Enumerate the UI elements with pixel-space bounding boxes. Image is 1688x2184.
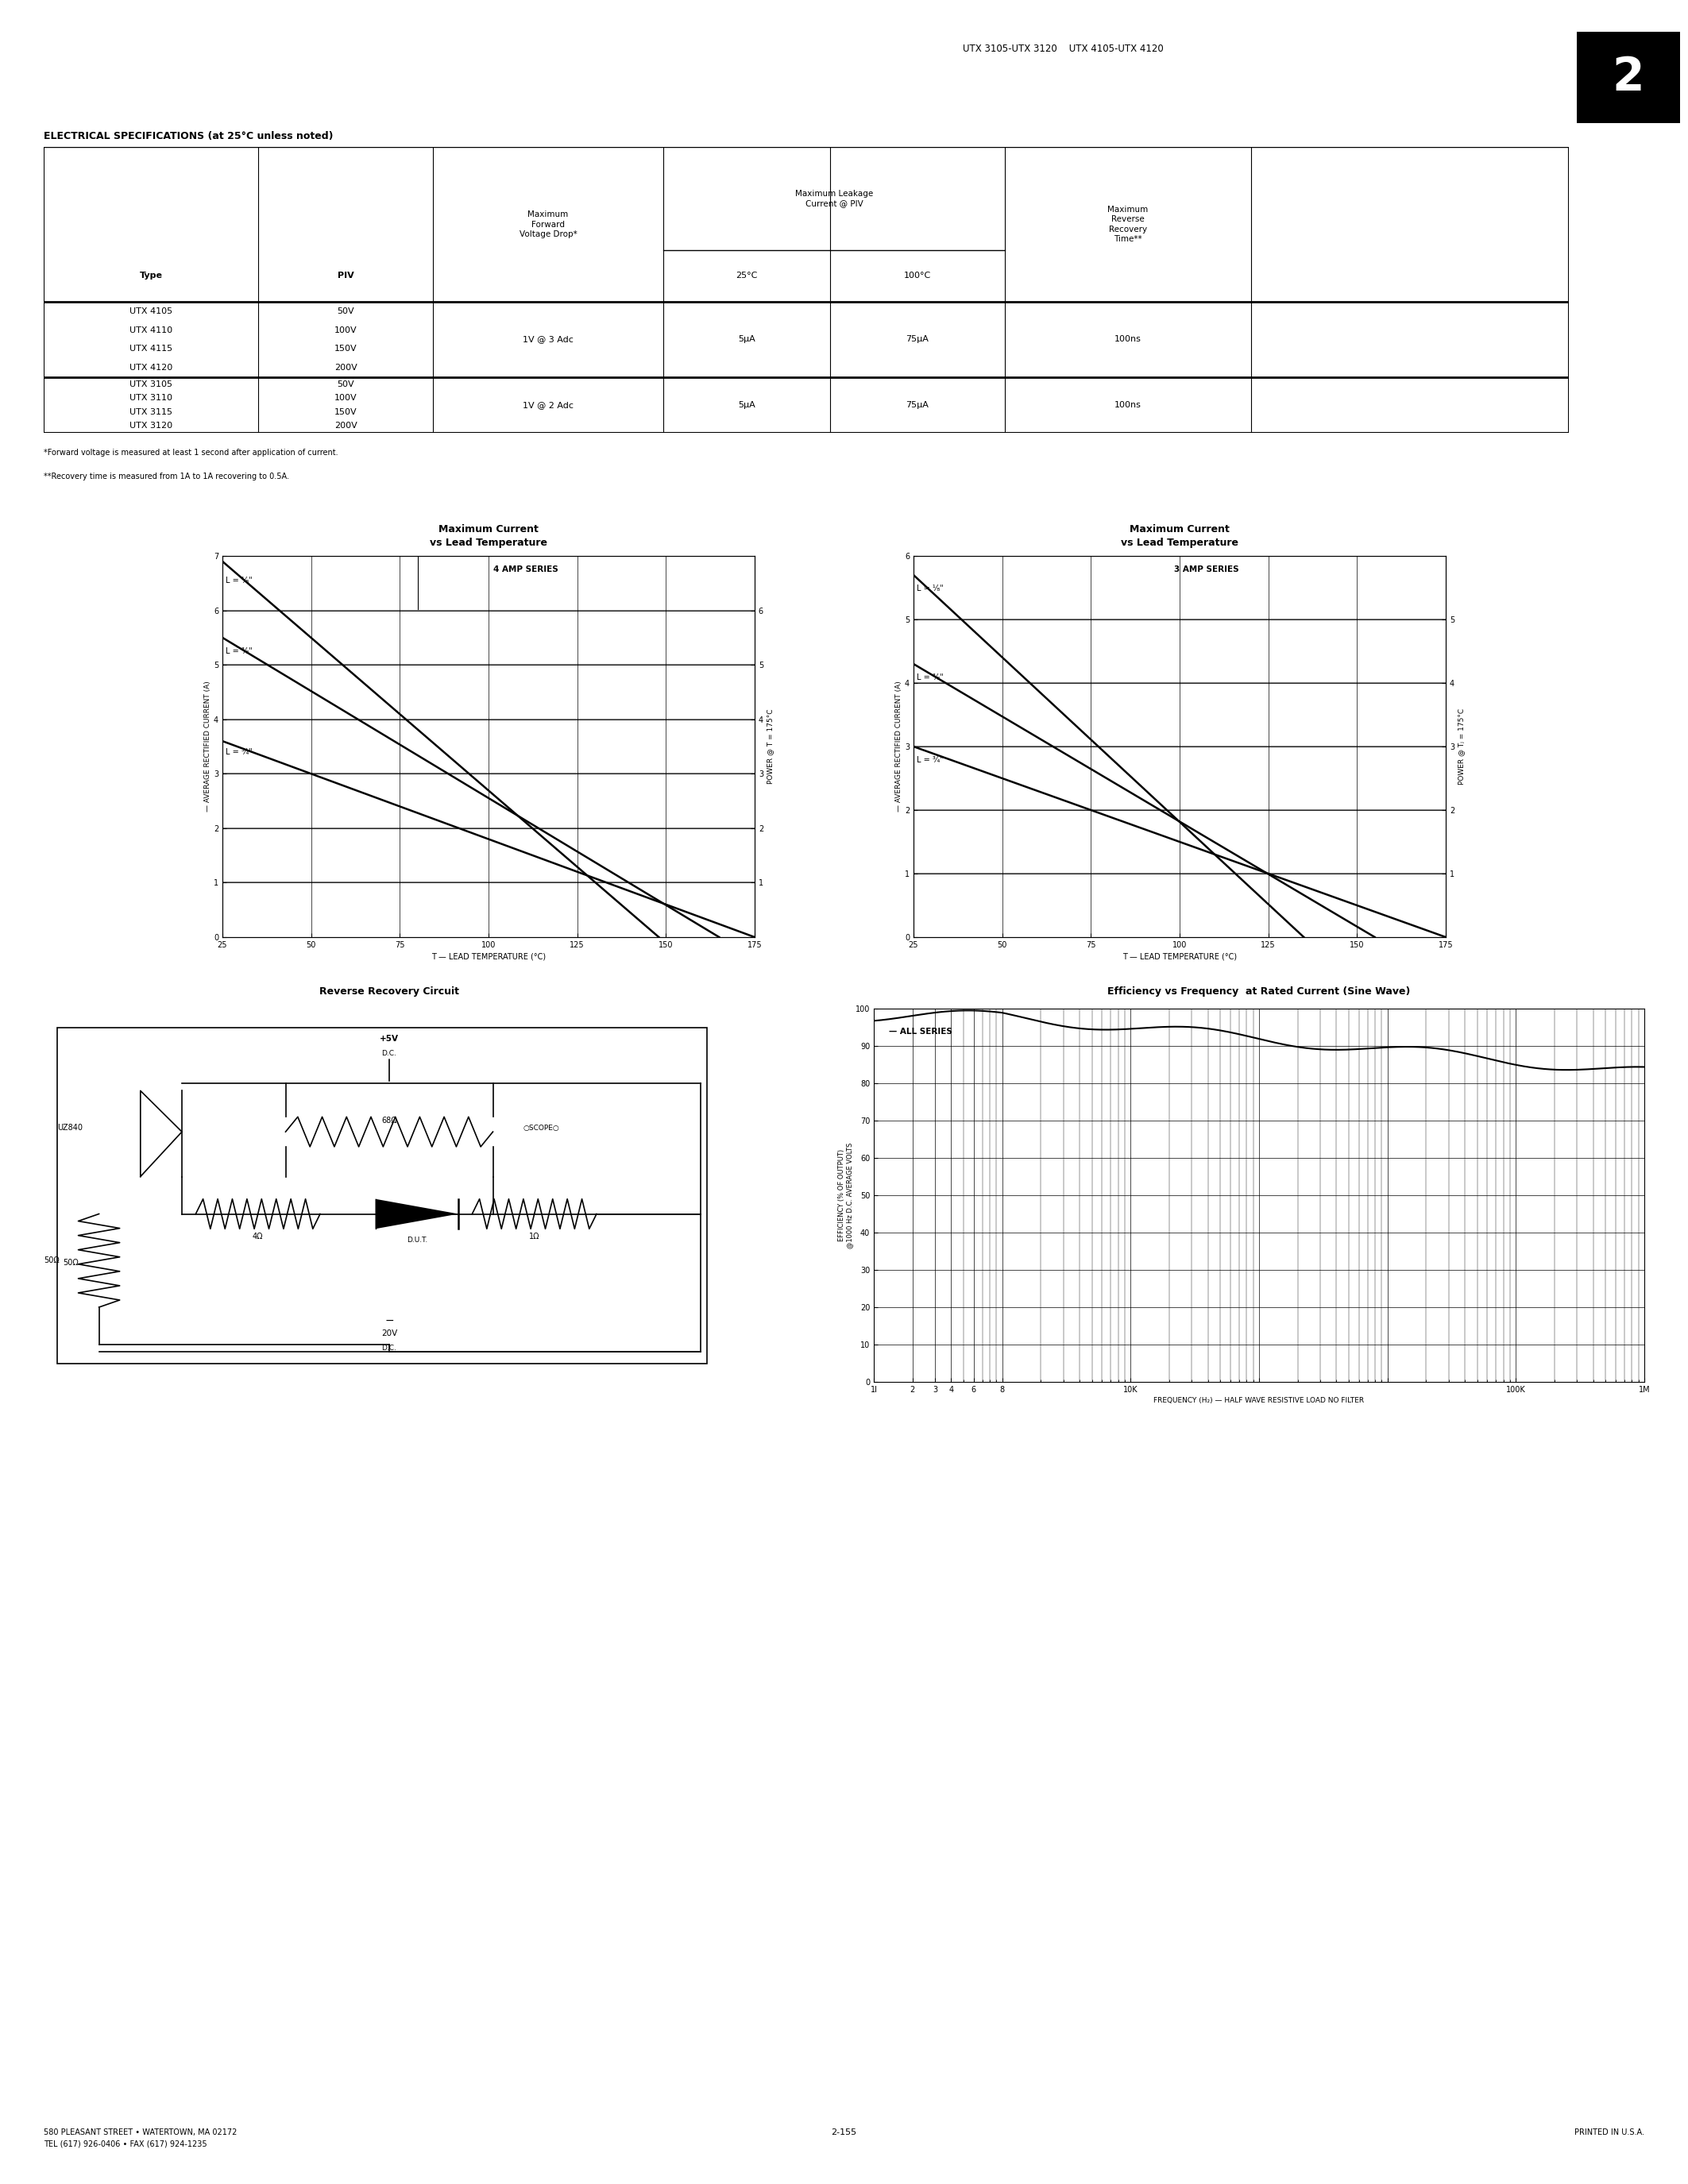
- Text: −: −: [385, 1315, 393, 1326]
- Text: PRINTED IN U.S.A.: PRINTED IN U.S.A.: [1575, 2129, 1644, 2136]
- Text: 75μA: 75μA: [906, 402, 928, 408]
- Y-axis label: EFFICIENCY (% OF OUTPUT)
@1000 Hz D.C. AVERAGE VOLTS: EFFICIENCY (% OF OUTPUT) @1000 Hz D.C. A…: [837, 1142, 852, 1249]
- Text: L = ³⁄₄": L = ³⁄₄": [226, 749, 253, 756]
- Text: 100°C: 100°C: [903, 273, 932, 280]
- Text: 68Ω: 68Ω: [381, 1116, 397, 1125]
- Text: 1V @ 3 Adc: 1V @ 3 Adc: [523, 336, 574, 343]
- Y-axis label: — AVERAGE RECTIFIED CURRENT (A): — AVERAGE RECTIFIED CURRENT (A): [204, 681, 211, 812]
- Text: 100V: 100V: [334, 325, 356, 334]
- Text: L = ¹⁄₈": L = ¹⁄₈": [226, 577, 253, 585]
- Text: UTX 3105-UTX 3120    UTX 4105-UTX 4120: UTX 3105-UTX 3120 UTX 4105-UTX 4120: [964, 44, 1163, 55]
- Text: 50Ω: 50Ω: [44, 1256, 59, 1265]
- Text: ○SCOPE○: ○SCOPE○: [523, 1125, 559, 1131]
- Text: 50V: 50V: [338, 380, 354, 389]
- Text: Maximum Current
vs Lead Temperature: Maximum Current vs Lead Temperature: [430, 524, 547, 548]
- Text: UTX 4110: UTX 4110: [130, 325, 172, 334]
- Text: 100V: 100V: [334, 393, 356, 402]
- Text: L = ³⁄₈": L = ³⁄₈": [226, 649, 253, 655]
- Text: **Recovery time is measured from 1A to 1A recovering to 0.5A.: **Recovery time is measured from 1A to 1…: [44, 472, 289, 480]
- Text: 150V: 150V: [334, 345, 356, 354]
- Text: 4Ω: 4Ω: [253, 1232, 263, 1241]
- Text: 200V: 200V: [334, 365, 356, 371]
- Text: L = ³⁄₈": L = ³⁄₈": [917, 673, 944, 681]
- Text: UTX 3105: UTX 3105: [130, 380, 172, 389]
- Text: D.C.: D.C.: [381, 1345, 397, 1352]
- Text: 20V: 20V: [381, 1330, 397, 1337]
- Text: L = ³⁄₄": L = ³⁄₄": [917, 756, 944, 764]
- Text: Maximum Leakage
Current @ PIV: Maximum Leakage Current @ PIV: [795, 190, 873, 207]
- Text: *Forward voltage is measured at least 1 second after application of current.: *Forward voltage is measured at least 1 …: [44, 448, 338, 456]
- Text: D.C.: D.C.: [381, 1051, 397, 1057]
- Text: UTX 4120: UTX 4120: [130, 365, 172, 371]
- Text: 100ns: 100ns: [1114, 402, 1141, 408]
- Text: 200V: 200V: [334, 422, 356, 430]
- Text: Maximum
Reverse
Recovery
Time**: Maximum Reverse Recovery Time**: [1107, 205, 1148, 242]
- Text: 3 AMP SERIES: 3 AMP SERIES: [1173, 566, 1239, 574]
- Text: L = ¹⁄₈": L = ¹⁄₈": [917, 585, 944, 592]
- Text: Reverse Recovery Circuit: Reverse Recovery Circuit: [319, 987, 459, 996]
- Text: 1Ω: 1Ω: [528, 1232, 540, 1241]
- Text: 75μA: 75μA: [906, 336, 928, 343]
- Text: 25°C: 25°C: [736, 273, 758, 280]
- Text: UZ840: UZ840: [57, 1125, 83, 1131]
- Text: UTX 4115: UTX 4115: [130, 345, 172, 354]
- Text: 50V: 50V: [338, 308, 354, 314]
- Text: UTX 3110: UTX 3110: [130, 393, 172, 402]
- Text: — ALL SERIES: — ALL SERIES: [890, 1026, 952, 1035]
- Text: PIV: PIV: [338, 273, 354, 280]
- Text: 1V @ 2 Adc: 1V @ 2 Adc: [523, 402, 574, 408]
- Polygon shape: [375, 1199, 459, 1230]
- Y-axis label: POWER @ T = 175°C: POWER @ T = 175°C: [766, 710, 773, 784]
- X-axis label: FREQUENCY (H₂) — HALF WAVE RESISTIVE LOAD NO FILTER: FREQUENCY (H₂) — HALF WAVE RESISTIVE LOA…: [1155, 1398, 1364, 1404]
- Text: +5V: +5V: [380, 1035, 398, 1042]
- X-axis label: T — LEAD TEMPERATURE (°C): T — LEAD TEMPERATURE (°C): [1123, 952, 1237, 961]
- Text: UTX 4105: UTX 4105: [130, 308, 172, 314]
- X-axis label: T — LEAD TEMPERATURE (°C): T — LEAD TEMPERATURE (°C): [432, 952, 545, 961]
- Text: 50Ω: 50Ω: [62, 1258, 78, 1267]
- Text: 2-155: 2-155: [830, 2129, 858, 2136]
- Y-axis label: — AVERAGE RECTIFIED CURRENT (A): — AVERAGE RECTIFIED CURRENT (A): [895, 681, 903, 812]
- Text: 100ns: 100ns: [1114, 336, 1141, 343]
- Text: Maximum
Forward
Voltage Drop*: Maximum Forward Voltage Drop*: [520, 210, 577, 238]
- Text: UTX 3120: UTX 3120: [130, 422, 172, 430]
- Text: 4 AMP SERIES: 4 AMP SERIES: [493, 566, 559, 574]
- Text: ELECTRICAL SPECIFICATIONS (at 25°C unless noted): ELECTRICAL SPECIFICATIONS (at 25°C unles…: [44, 131, 333, 142]
- Y-axis label: POWER @ Tⱼ = 175°C: POWER @ Tⱼ = 175°C: [1458, 708, 1465, 784]
- Text: 580 PLEASANT STREET • WATERTOWN, MA 02172
TEL (617) 926-0406 • FAX (617) 924-123: 580 PLEASANT STREET • WATERTOWN, MA 0217…: [44, 2129, 236, 2147]
- Text: Efficiency vs Frequency  at Rated Current (Sine Wave): Efficiency vs Frequency at Rated Current…: [1107, 987, 1411, 996]
- Text: D.U.T.: D.U.T.: [407, 1236, 427, 1243]
- Text: 2: 2: [1612, 55, 1644, 100]
- Text: Type: Type: [140, 273, 162, 280]
- Text: Maximum Current
vs Lead Temperature: Maximum Current vs Lead Temperature: [1121, 524, 1239, 548]
- Text: 5μA: 5μA: [738, 336, 755, 343]
- Text: UTX 3115: UTX 3115: [130, 408, 172, 415]
- Text: 150V: 150V: [334, 408, 356, 415]
- Text: 5μA: 5μA: [738, 402, 755, 408]
